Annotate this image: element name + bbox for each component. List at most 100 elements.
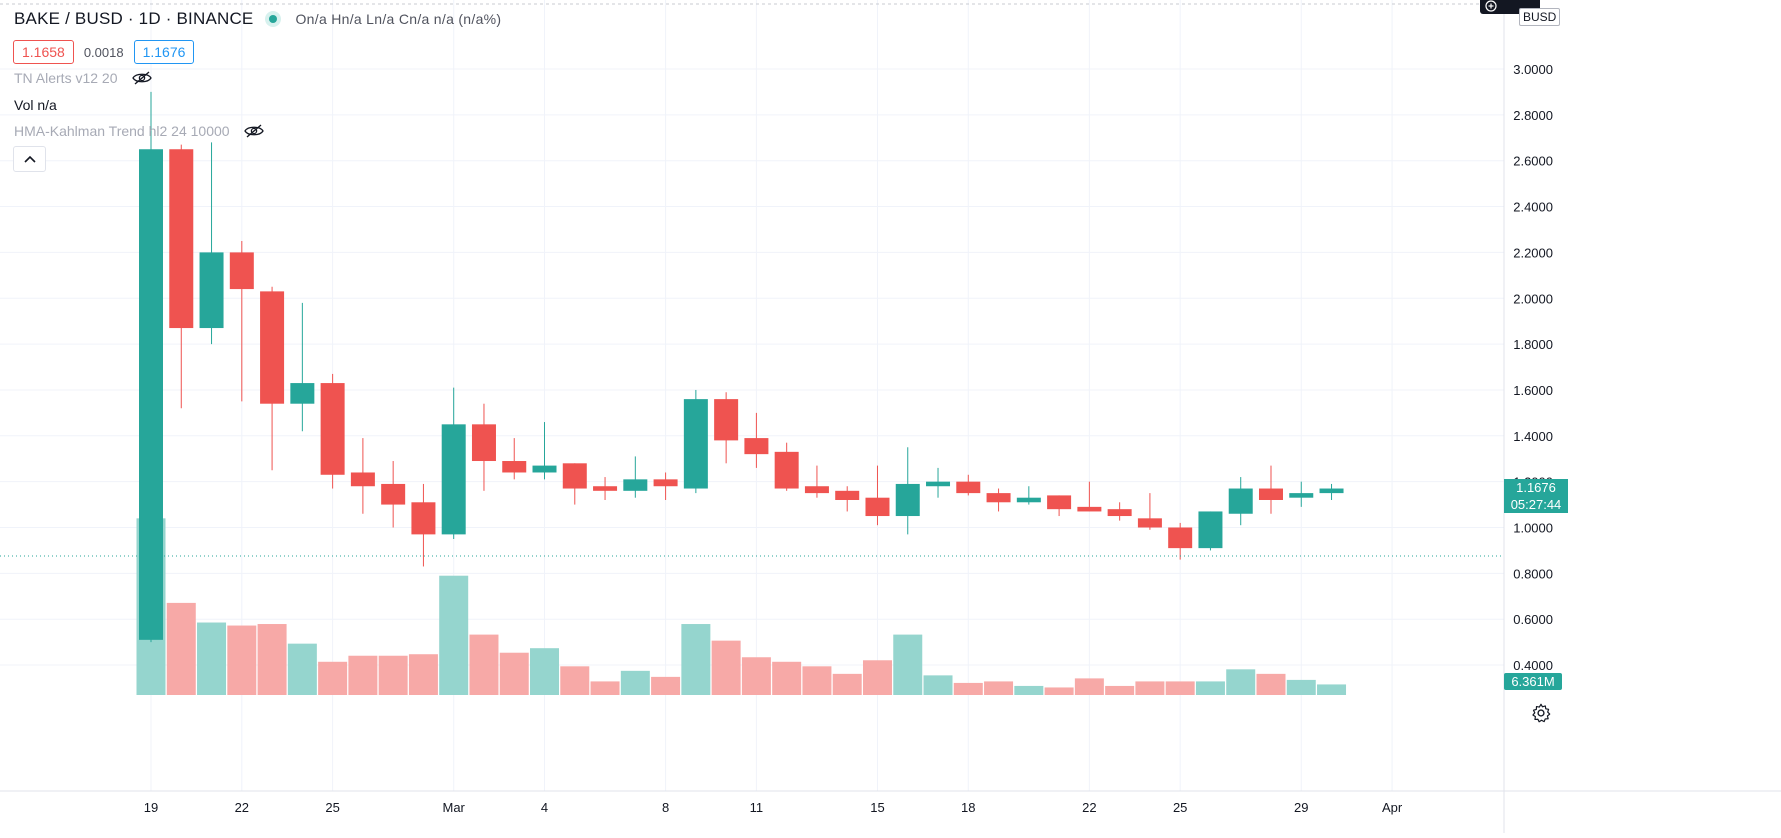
spread-value: 0.0018: [83, 44, 124, 60]
candle[interactable]: [804, 465, 829, 498]
volume-bar: [741, 657, 771, 695]
candle[interactable]: [1289, 481, 1314, 507]
candle[interactable]: [229, 240, 254, 402]
indicator-label: HMA-Kahlman Trend hl2 24 10000: [14, 123, 230, 139]
candle-body: [471, 424, 496, 462]
candle[interactable]: [350, 438, 375, 514]
collapse-legend-button[interactable]: [13, 146, 46, 172]
candle[interactable]: [774, 442, 799, 491]
bar-countdown: 05:27:44: [1510, 497, 1562, 512]
time-tick-label: 11: [750, 800, 764, 815]
time-tick-label: 25: [1173, 800, 1187, 815]
time-tick-label: 18: [961, 800, 975, 815]
market-status-icon: [265, 11, 282, 27]
price-tick-label: 1.6000: [1513, 383, 1553, 398]
volume-bar: [530, 648, 560, 695]
candle[interactable]: [1319, 483, 1344, 500]
candle[interactable]: [562, 463, 587, 505]
candle-body: [532, 465, 557, 473]
candle[interactable]: [926, 467, 951, 498]
volume-bar: [1135, 681, 1165, 695]
candle[interactable]: [865, 465, 890, 526]
candle[interactable]: [260, 286, 285, 471]
gear-icon[interactable]: [1530, 702, 1552, 724]
candle-body: [320, 383, 345, 475]
indicator-tn-alerts[interactable]: TN Alerts v12 20: [14, 70, 152, 86]
volume-bar: [378, 655, 408, 695]
price-tick-label: 2.6000: [1513, 154, 1553, 169]
candle-body: [1107, 509, 1132, 517]
price-tick-label: 2.4000: [1513, 200, 1553, 215]
time-tick-label: 25: [325, 800, 339, 815]
volume-bar: [772, 661, 802, 695]
time-tick-label: 29: [1294, 800, 1308, 815]
candle[interactable]: [986, 488, 1011, 512]
time-tick-label: 15: [870, 800, 884, 815]
candle-body: [804, 486, 829, 494]
candle[interactable]: [744, 412, 769, 468]
candle[interactable]: [1047, 495, 1072, 517]
currency-label[interactable]: BUSD: [1519, 8, 1561, 26]
volume-value-tag: 6.361M: [1504, 673, 1562, 690]
candle[interactable]: [139, 91, 163, 643]
time-tick-label: 22: [1082, 800, 1096, 815]
volume-bar: [1014, 685, 1044, 695]
ohlc-values: On/a Hn/a Ln/a Cn/a n/a (n/a%): [295, 11, 502, 27]
volume-bar: [802, 666, 832, 695]
candle[interactable]: [1107, 502, 1132, 521]
candle[interactable]: [411, 483, 436, 567]
price-tick-label: 2.2000: [1513, 245, 1553, 260]
current-price-tag: 1.1676 05:27:44: [1504, 479, 1568, 513]
candle[interactable]: [1077, 481, 1102, 512]
candle[interactable]: [471, 403, 496, 491]
candle[interactable]: [1168, 522, 1193, 560]
candle[interactable]: [683, 389, 708, 494]
candle[interactable]: [623, 456, 648, 498]
time-tick-label: 4: [541, 800, 548, 815]
volume-bar: [1105, 685, 1135, 695]
chevron-up-icon: [23, 155, 36, 163]
buy-price-button[interactable]: 1.1676: [133, 40, 195, 64]
candle[interactable]: [1016, 486, 1041, 505]
candle[interactable]: [320, 373, 345, 489]
candle-body: [593, 486, 618, 491]
sell-price-button[interactable]: 1.1658: [13, 40, 74, 64]
indicator-volume[interactable]: Vol n/a: [14, 97, 57, 113]
symbol-title[interactable]: BAKE / BUSD · 1D · BINANCE: [14, 9, 254, 28]
eye-off-icon[interactable]: [131, 71, 152, 85]
candle[interactable]: [956, 474, 981, 496]
candle-body: [865, 497, 890, 517]
candle[interactable]: [441, 387, 466, 539]
candle[interactable]: [1137, 493, 1162, 530]
candle[interactable]: [532, 422, 557, 480]
indicator-hma-kahlman[interactable]: HMA-Kahlman Trend hl2 24 10000: [14, 123, 264, 139]
candle[interactable]: [1198, 511, 1223, 551]
candle[interactable]: [1228, 477, 1253, 526]
candle-body: [986, 493, 1011, 503]
candle-body: [623, 479, 648, 491]
candle[interactable]: [653, 472, 678, 500]
candle[interactable]: [895, 447, 920, 535]
candle[interactable]: [199, 142, 224, 345]
candle-body: [139, 149, 163, 640]
time-axis[interactable]: 19 22 25 Mar 4 8 11 15 18 22 25 29 Apr: [144, 800, 1403, 815]
candle[interactable]: [290, 302, 315, 432]
volume-bar: [439, 575, 469, 695]
eye-off-icon[interactable]: [243, 124, 264, 138]
candle[interactable]: [381, 461, 406, 528]
candle-body: [683, 399, 708, 489]
volume-bar: [620, 670, 650, 695]
candle[interactable]: [593, 477, 618, 500]
plus-icon[interactable]: [1484, 0, 1498, 12]
price-tick-label: 1.0000: [1513, 521, 1553, 536]
candle[interactable]: [835, 486, 860, 512]
candle[interactable]: [169, 144, 194, 409]
candle[interactable]: [1258, 465, 1283, 514]
candle-body: [714, 399, 739, 441]
candle[interactable]: [502, 438, 527, 480]
price-axis[interactable]: 3.0000 2.8000 2.6000 2.4000 2.2000 2.0000 1.80…: [1513, 62, 1553, 673]
candle-body: [199, 252, 224, 329]
candle[interactable]: [714, 392, 739, 464]
